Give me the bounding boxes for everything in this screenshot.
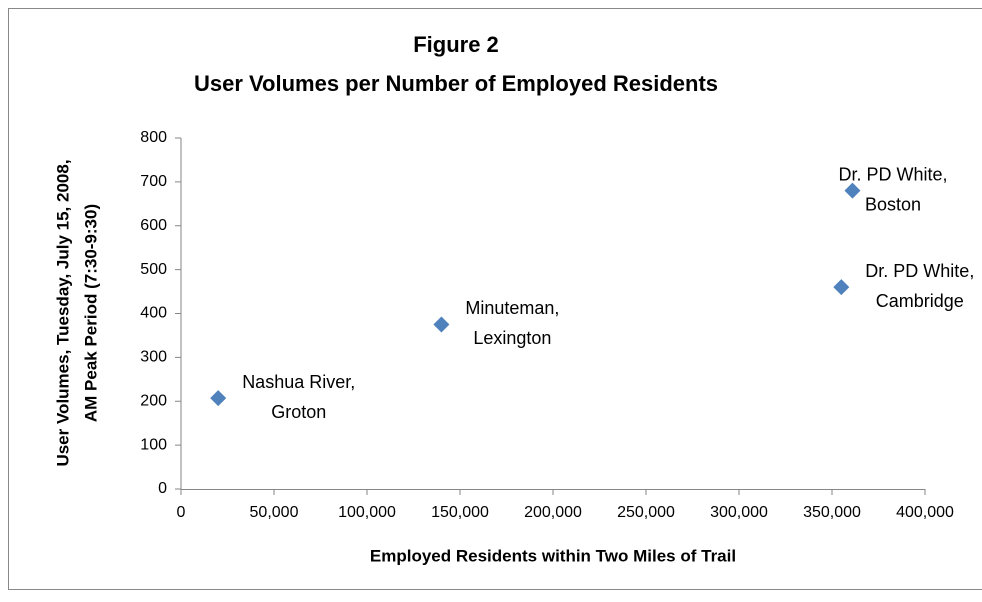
point-label: Groton [271,402,326,422]
x-axis-title: Employed Residents within Two Miles of T… [370,546,736,565]
point-label: Dr. PD White, [865,261,974,281]
y-tick-label: 700 [140,173,167,190]
x-tick-label: 400,000 [896,504,954,521]
y-axis-title: User Volumes, Tuesday, July 15, 2008, [53,159,72,466]
data-point [433,316,450,333]
y-tick-label: 400 [140,305,167,322]
y-tick-label: 800 [140,129,167,146]
point-label: Cambridge [876,291,964,311]
chart-title: User Volumes per Number of Employed Resi… [194,71,718,96]
data-point [833,279,850,296]
data-point [844,182,861,199]
y-tick-label: 200 [140,392,167,409]
point-label: Minuteman, [465,298,559,318]
point-label: Lexington [473,328,551,348]
point-label: Dr. PD White, [838,164,947,184]
y-tick-label: 600 [140,217,167,234]
y-tick-label: 100 [140,436,167,453]
x-tick-label: 0 [177,504,186,521]
y-axis-title: AM Peak Period (7:30-9:30) [81,204,100,422]
point-label: Nashua River, [242,372,355,392]
point-label: Boston [865,194,921,214]
x-tick-label: 200,000 [524,504,582,521]
y-tick-label: 500 [140,261,167,278]
y-tick-label: 300 [140,349,167,366]
data-point [210,390,227,407]
x-tick-label: 150,000 [431,504,489,521]
chart-title: Figure 2 [413,32,499,57]
x-tick-label: 300,000 [710,504,768,521]
x-tick-label: 250,000 [617,504,675,521]
x-tick-label: 50,000 [250,504,299,521]
x-tick-label: 100,000 [338,504,396,521]
y-tick-label: 0 [158,480,167,497]
x-tick-label: 350,000 [803,504,861,521]
